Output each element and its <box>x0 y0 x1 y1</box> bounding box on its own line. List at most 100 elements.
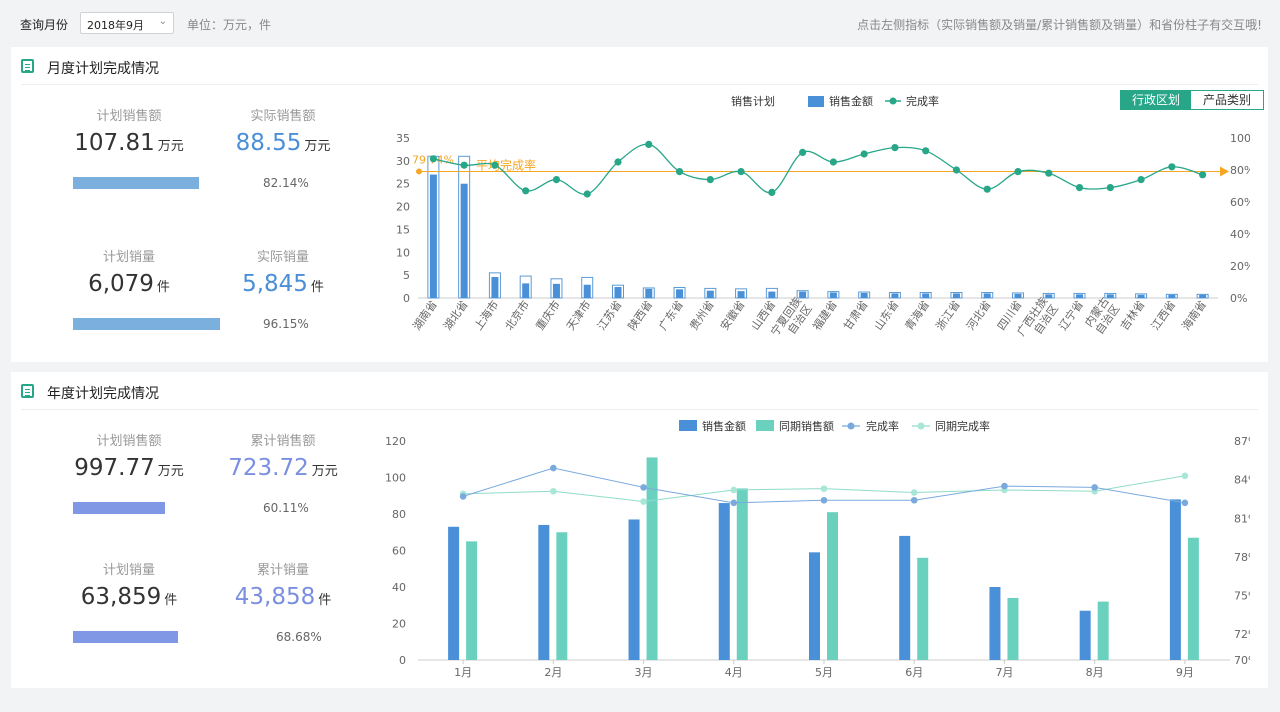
y-right-tick-label: 87% <box>1234 435 1250 448</box>
x-tick-label: 陕西省 <box>625 298 655 333</box>
actual-qty-kpi[interactable]: 实际销量 5,845 件 <box>208 246 358 297</box>
last-year-sales-bar <box>646 457 658 660</box>
sales-bar <box>768 291 776 298</box>
rate-point <box>706 176 714 184</box>
last-year-sales-bar <box>466 541 478 660</box>
sales-bar <box>737 291 745 298</box>
rate-point <box>640 484 647 491</box>
qty-progress-pct: 96.15% <box>263 317 309 331</box>
legend-sales-swatch <box>808 96 824 107</box>
last-year-rate-point <box>820 485 828 492</box>
sales-bar <box>1045 294 1053 298</box>
annual-plan-qty-value: 63,859 <box>80 584 162 610</box>
average-line-label: 平均完成率 <box>476 157 536 172</box>
y-right-tick-label: 0% <box>1230 292 1247 305</box>
x-tick-label: 上海市 <box>471 298 501 333</box>
annual-plan-sales-value: 997.77 <box>74 455 155 481</box>
rate-point <box>891 144 899 152</box>
sales-bar <box>583 284 591 298</box>
monthly-tab-switch: 行政区划 产品类别 <box>1120 90 1264 110</box>
actual-qty-value: 5,845 <box>242 271 308 297</box>
notepad-icon <box>21 384 34 398</box>
x-tick-label: 江西省 <box>1149 298 1179 332</box>
month-select-value: 2018年9月 <box>87 19 144 32</box>
x-tick-label: 福建省 <box>809 298 839 333</box>
rate-point <box>491 161 499 169</box>
sales-bar <box>429 174 437 298</box>
y-right-tick-label: 75% <box>1234 590 1250 603</box>
rate-point <box>1091 484 1098 491</box>
cum-qty-kpi[interactable]: 累计销量 43,858 件 <box>208 559 358 610</box>
legend-sales-label: 销售金额 <box>702 419 746 433</box>
x-tick-label: 甘肃省 <box>841 298 871 332</box>
actual-qty-unit: 件 <box>310 280 324 295</box>
sales-bar <box>628 519 640 660</box>
annual-sales-progress-fill <box>73 502 166 514</box>
rate-point <box>1137 176 1145 184</box>
y-left-tick-label: 10 <box>396 246 410 259</box>
x-tick-label: 江苏省 <box>595 298 625 332</box>
actual-sales-kpi[interactable]: 实际销售额 88.55 万元 <box>208 105 358 156</box>
y-left-tick-label: 60 <box>392 545 406 558</box>
actual-sales-value: 88.55 <box>235 130 302 156</box>
sales-bar <box>799 291 807 298</box>
last-year-rate-point <box>640 498 647 505</box>
x-tick-label: 北京市 <box>502 298 532 333</box>
y-left-tick-label: 30 <box>396 155 410 168</box>
x-tick-label: 贵州省 <box>687 298 717 332</box>
sales-bar <box>448 526 460 660</box>
hint-text: 点击左侧指标（实际销售额及销量/累计销售额及销量）和省份柱子有交互哦! <box>857 18 1262 32</box>
x-tick-label: 内蒙古自治区 <box>1081 294 1122 337</box>
x-tick-label: 天津市 <box>563 298 593 333</box>
y-left-tick-label: 25 <box>396 178 410 191</box>
sales-bar <box>1079 610 1091 660</box>
chevron-down-icon: ⌄ <box>158 16 167 27</box>
plan-qty-label: 计划销量 <box>102 250 155 265</box>
y-right-tick-label: 20% <box>1230 260 1250 273</box>
sales-bar <box>718 503 730 660</box>
rate-point <box>429 155 437 163</box>
x-tick-label: 山东省 <box>872 298 902 332</box>
x-tick-label: 辽宁省 <box>1056 298 1086 333</box>
monthly-panel-title: 月度计划完成情况 <box>47 61 159 77</box>
y-right-tick-label: 60% <box>1230 196 1250 209</box>
annual-qty-progress-fill <box>73 631 179 643</box>
y-left-tick-label: 20 <box>396 201 410 214</box>
notepad-icon <box>21 59 34 73</box>
x-tick-label: 湖南省 <box>410 298 440 332</box>
annual-plan-sales-kpi: 计划销售额 997.77 万元 <box>54 430 204 481</box>
sales-bar <box>706 290 714 298</box>
sales-bar <box>552 283 560 298</box>
sales-progress-bar <box>73 177 260 189</box>
annual-sales-progress-bar <box>73 502 260 514</box>
sales-bar <box>891 293 899 298</box>
x-tick-label: 广东省 <box>656 298 686 332</box>
x-tick-label: 3月 <box>635 666 653 679</box>
actual-sales-unit: 万元 <box>304 139 331 154</box>
cum-sales-kpi[interactable]: 累计销售额 723.72 万元 <box>208 430 358 481</box>
y-right-tick-label: 72% <box>1234 628 1250 641</box>
rate-point <box>983 185 991 193</box>
x-tick-label: 湖北省 <box>441 298 471 332</box>
monthly-province-chart: 0 5 10 15 20 25 30 35 0% 20% 40% 60% 80% 100% 湖南省湖北省上海… <box>396 94 1250 338</box>
rate-point <box>1001 482 1008 490</box>
legend-plan-label: 销售计划 <box>731 94 775 108</box>
query-month-label: 查询月份 <box>20 18 69 32</box>
y-left-tick-label: 5 <box>403 269 410 282</box>
month-select[interactable]: 2018年9月 ⌄ <box>80 12 174 34</box>
sales-bar <box>809 552 820 660</box>
sales-progress-fill <box>73 177 199 189</box>
rate-point <box>952 166 961 174</box>
sales-bar <box>1199 294 1207 298</box>
tab-region[interactable]: 行政区划 <box>1121 91 1191 109</box>
sales-bar <box>1106 294 1114 298</box>
last-year-rate-point <box>550 487 557 495</box>
rate-point <box>922 147 930 155</box>
unit-text: 单位：万元，件 <box>187 18 272 32</box>
legend-last-year-sales-swatch <box>756 420 774 431</box>
sales-bar <box>983 293 991 298</box>
qty-progress-fill <box>73 318 221 330</box>
sales-bar <box>522 283 530 298</box>
tab-product-category[interactable]: 产品类别 <box>1191 91 1263 109</box>
last-year-sales-bar <box>1007 597 1019 660</box>
